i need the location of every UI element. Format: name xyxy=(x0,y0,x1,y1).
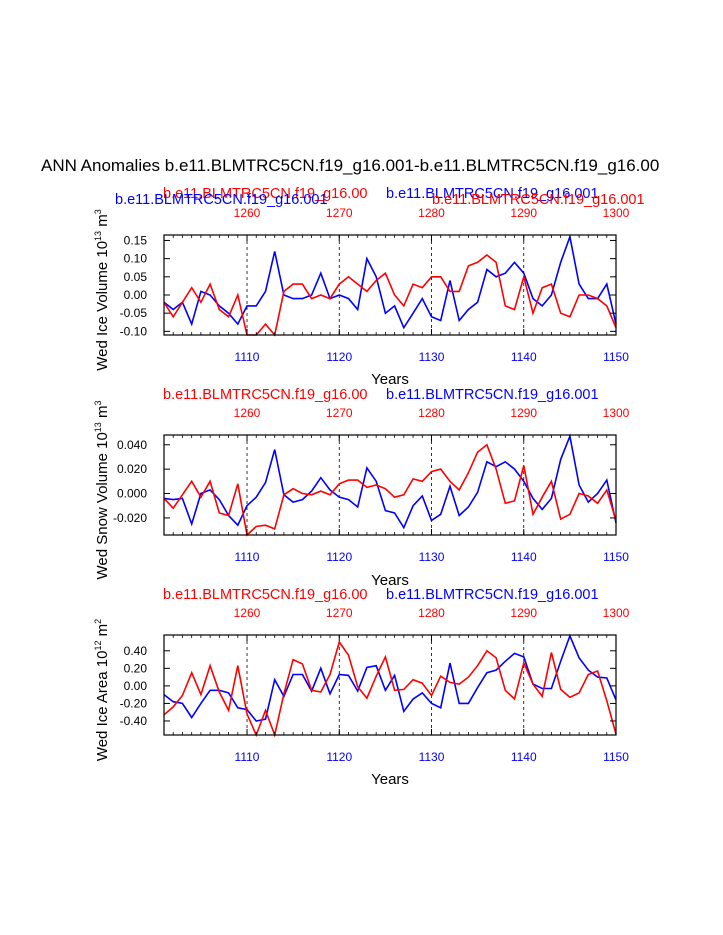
panel2-top-xtick-label-1290: 1290 xyxy=(510,406,537,420)
panel3-header-blue: b.e11.BLMTRC5CN.f19_g16.001 xyxy=(386,587,599,603)
panel1-ylabel-part: 3 xyxy=(93,209,103,214)
panel2-ytick-label: 0.020 xyxy=(117,462,147,476)
panel1-series-blue xyxy=(163,233,617,330)
panel2-series-red xyxy=(163,443,617,537)
panel1-header-mid-red: b.e11.BLMTRC5CN.f19_g16.00 xyxy=(163,186,367,202)
panel1-ytick-label: -0.10 xyxy=(120,324,148,338)
panel2-top-xtick-label-1300: 1300 xyxy=(603,406,630,420)
panel2-ylabel-part: 13 xyxy=(93,422,103,432)
panel3-ylabel-part: m xyxy=(94,624,111,641)
panel3-xtick-label-1130: 1130 xyxy=(419,750,445,764)
panel3-top-xtick-label-1270: 1270 xyxy=(326,606,353,620)
panel2-top-xtick-label-1280: 1280 xyxy=(418,406,445,420)
panel1-xtick-label-1150: 1150 xyxy=(603,350,629,364)
panel2-ytick-label: 0.000 xyxy=(117,487,147,501)
panel1-ylabel-part: m xyxy=(94,214,111,231)
panel3-frame xyxy=(163,634,617,736)
panel1-ylabel-part: Wed Ice Volume 10 xyxy=(94,241,111,371)
panel1-ylabel: Wed Ice Volume 1013 m3 xyxy=(93,209,111,371)
panel3-ylabel: Wed Ice Area 1012 m2 xyxy=(93,619,111,761)
panel3-top-xtick-label-1290: 1290 xyxy=(510,606,537,620)
panel1-top-xtick-label-1280: 1280 xyxy=(418,206,445,220)
panel1-frame xyxy=(163,234,617,336)
panel1-ytick-label: -0.05 xyxy=(120,306,148,320)
panel3-series-blue xyxy=(163,633,617,722)
panel1-header-left-blue: b.e11.BLMTRC5CN.f19_g16.001 xyxy=(115,192,328,208)
panel1-top-xtick-label-1300: 1300 xyxy=(603,206,630,220)
panel3-ytick-label: -0.20 xyxy=(120,696,148,710)
panel3-xlabel: Years xyxy=(371,771,409,788)
panel2-top-xtick-label-1270: 1270 xyxy=(326,406,353,420)
panel2-ytick-label: -0.020 xyxy=(113,511,147,525)
panel2-ylabel-part: 3 xyxy=(93,400,103,405)
panel3-header-red: b.e11.BLMTRC5CN.f19_g16.00 xyxy=(163,587,367,603)
panel3-top-xtick-label-1260: 1260 xyxy=(234,606,261,620)
panel1-ytick-label: 0.00 xyxy=(124,288,148,302)
panel2-xtick-label-1110: 1110 xyxy=(235,550,260,564)
panel1-series-red xyxy=(163,253,617,337)
panel3-top-xtick-label-1300: 1300 xyxy=(603,606,630,620)
panel2-header-red: b.e11.BLMTRC5CN.f19_g16.00 xyxy=(163,387,367,403)
panel2-xlabel: Years xyxy=(371,572,409,589)
panel2-xtick-label-1130: 1130 xyxy=(419,550,445,564)
panel3-xtick-label-1120: 1120 xyxy=(326,750,352,764)
panel2-xtick-label-1120: 1120 xyxy=(326,550,352,564)
panel1-xtick-label-1120: 1120 xyxy=(326,350,352,364)
panel1-top-xtick-label-1260: 1260 xyxy=(234,206,261,220)
panel1-top-xtick-label-1270: 1270 xyxy=(326,206,353,220)
panel3-ylabel-part: 2 xyxy=(93,619,103,624)
panel2-series-blue xyxy=(163,433,617,530)
panel3-chart: 1110 1120 1130 1140 1150 1260 1270 1280 1290 1300… xyxy=(93,606,630,788)
panel2-top-xtick-label-1260: 1260 xyxy=(234,406,261,420)
panel1-xtick-label-1130: 1130 xyxy=(419,350,445,364)
panel1-ytick-label: 0.10 xyxy=(124,252,148,266)
panel3-xtick-label-1140: 1140 xyxy=(511,750,537,764)
main-title-text: ANN Anomalies b.e11.BLMTRC5CN.f19_g16.00… xyxy=(41,156,660,175)
panel3-top-xtick-label-1280: 1280 xyxy=(418,606,445,620)
panel2-xtick-label-1150: 1150 xyxy=(603,550,629,564)
panel3-series-red xyxy=(163,640,617,738)
main-title: ANN Anomalies b.e11.BLMTRC5CN.f19_g16.00… xyxy=(0,156,723,180)
panel3-ytick-label: 0.40 xyxy=(124,644,148,658)
panel3-ytick-label: -0.40 xyxy=(120,714,148,728)
panel2-ylabel: Wed Snow Volume 1013 m3 xyxy=(93,400,111,579)
panel3-ytick-label: 0.00 xyxy=(124,679,148,693)
panel1-header-right-red: b.e11.BLMTRC5CN.f19_g16.001 xyxy=(432,192,645,208)
panel3-ylabel-part: 12 xyxy=(93,641,103,651)
panel1-top-xtick-label-1290: 1290 xyxy=(510,206,537,220)
panel1-xtick-label-1140: 1140 xyxy=(511,350,537,364)
panel3-ytick-label: 0.20 xyxy=(124,661,148,675)
panel2-xtick-label-1140: 1140 xyxy=(511,550,537,564)
panel2-frame xyxy=(163,434,617,536)
panel1-ytick-label: 0.05 xyxy=(124,270,148,284)
panel1-xlabel: Years xyxy=(371,371,409,388)
panel3-xtick-label-1110: 1110 xyxy=(235,750,260,764)
panel2-ylabel-part: Wed Snow Volume 10 xyxy=(94,432,111,579)
panel2-ylabel-part: m xyxy=(94,406,111,423)
panel2-header-blue: b.e11.BLMTRC5CN.f19_g16.001 xyxy=(386,387,599,403)
panel3-xtick-label-1150: 1150 xyxy=(603,750,629,764)
panel1-header-mid-blue: b.e11.BLMTRC5CN.f19_g16.001 xyxy=(386,186,599,202)
panel1-ytick-label: 0.15 xyxy=(124,233,148,247)
panel3-ylabel-part: Wed Ice Area 10 xyxy=(94,651,111,762)
panel2-chart: 1110 1120 1130 1140 1150 1260 1270 1280 1290 1300… xyxy=(93,400,630,589)
panel1-xtick-label-1110: 1110 xyxy=(235,350,260,364)
panel2-ytick-label: 0.040 xyxy=(117,438,147,452)
panel1-ylabel-part: 13 xyxy=(93,231,103,241)
panel1-chart: 1110 1120 1130 1140 1150 1260 1270 1280 1290 1300… xyxy=(93,206,630,388)
